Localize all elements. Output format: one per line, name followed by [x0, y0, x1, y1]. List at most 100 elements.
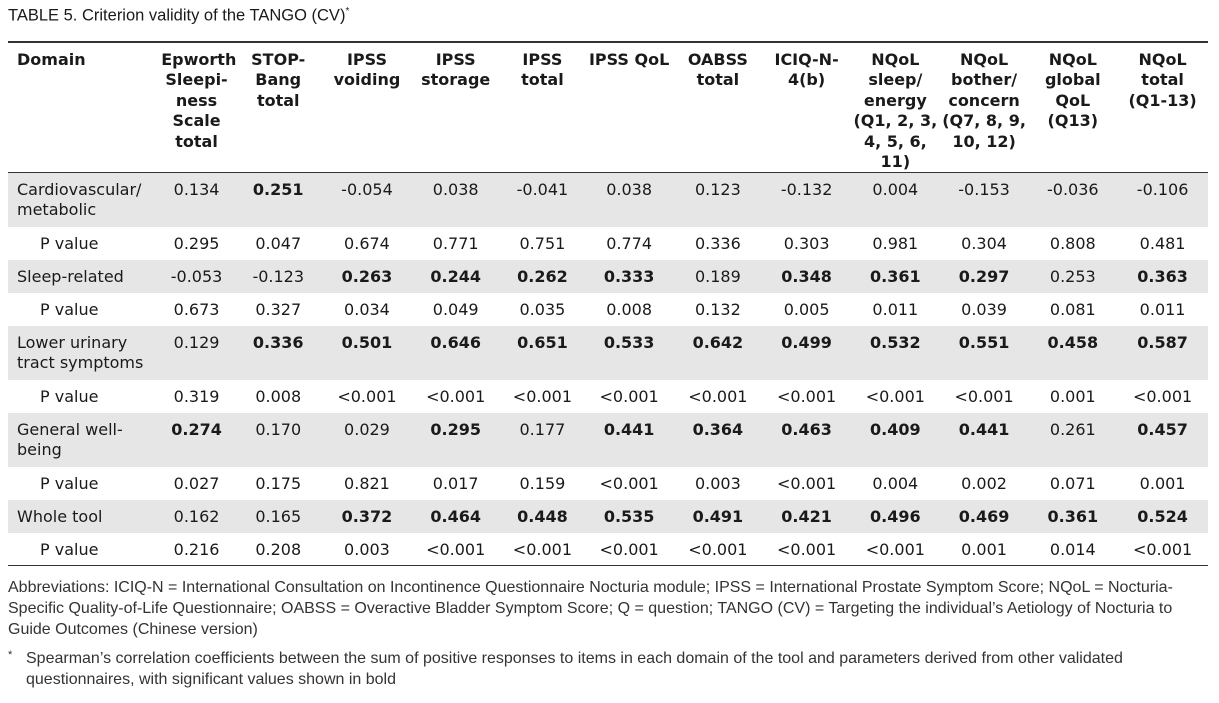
table-cell: 0.336: [694, 233, 741, 253]
table-cell: 0.808: [1049, 233, 1096, 253]
table-cell: <0.001: [512, 386, 573, 406]
column-header-line: NQoL: [1138, 50, 1187, 69]
table-cell: 0.469: [939, 499, 1029, 533]
column-header-line: IPSS: [346, 50, 387, 69]
table-cell: 0.587: [1117, 325, 1208, 380]
table-cell: 0.244: [411, 259, 501, 293]
table-cell: 0.981: [872, 233, 919, 253]
table-cell: 0.295: [173, 233, 220, 253]
table-cell: 0.303: [783, 233, 830, 253]
p-value-row: P value 0.673 0.327 0.034 0.049 0.035 0.008 0.1…: [8, 293, 1208, 326]
table-cell: 0.409: [850, 412, 940, 467]
table-cell: 0.001: [1139, 473, 1186, 493]
table-cell: -0.132: [762, 172, 851, 227]
column-header: NQoL total (Q1-13): [1117, 42, 1208, 173]
table-cell: 0.524: [1117, 499, 1208, 533]
table-cell: 0.008: [255, 386, 302, 406]
table-cell: 0.189: [673, 259, 763, 293]
table-cell: <0.001: [865, 386, 925, 406]
table-cell: 0.002: [961, 473, 1007, 493]
table-caption: TABLE 5. Criterion validity of the TANGO…: [8, 6, 349, 26]
table-cell: 0.038: [411, 172, 501, 227]
table-cell: 0.821: [344, 473, 390, 493]
column-header: STOP- Bang total: [234, 42, 323, 173]
column-header: OABSS total: [674, 42, 763, 173]
table-cell: <0.001: [954, 386, 1014, 406]
table-cell: 0.049: [432, 299, 479, 319]
table-cell: 0.372: [322, 499, 412, 533]
table-cell: <0.001: [688, 386, 748, 406]
row-label: Cardiovascular/metabolic: [8, 172, 160, 227]
table-cell: 0.003: [344, 539, 390, 559]
column-header-line: 11): [880, 152, 911, 172]
column-header-line: 10, 12): [952, 131, 1016, 151]
table-cell: <0.001: [776, 539, 837, 559]
footnote-text: Spearman’s correlation coefficients betw…: [26, 650, 1123, 688]
table-cell: 0.004: [850, 172, 940, 227]
column-header: IPSS QoL: [585, 42, 674, 173]
column-header-line: storage: [421, 70, 491, 90]
row-label: P value: [8, 293, 159, 326]
row-label-line: Sleep-related: [17, 266, 124, 286]
table-cell: 0.159: [519, 473, 566, 493]
row-label-line: P value: [40, 233, 99, 253]
row-label-line: Whole tool: [17, 506, 103, 526]
table-cell: 0.129: [159, 325, 234, 380]
footnote: * Spearman’s correlation coefficients be…: [8, 648, 1208, 690]
table-cell: 0.361: [850, 259, 940, 293]
row-label-line: P value: [40, 386, 99, 406]
table-cell: 0.165: [233, 499, 323, 533]
table-cell: 0.027: [173, 473, 220, 493]
table-header-row: Domain Epworth Sleepi-ness Scale total STOP- B…: [8, 42, 1208, 173]
table-cell: 0.123: [673, 172, 763, 227]
table-cell: 0.421: [762, 499, 851, 533]
table-cell: 0.263: [322, 259, 412, 293]
table-cell: 0.038: [584, 172, 674, 227]
column-header-line: ICIQ-N-: [774, 50, 839, 69]
table-cell: 0.253: [1028, 259, 1118, 293]
table-cell: <0.001: [599, 539, 659, 559]
table-cell: 0.177: [500, 412, 585, 467]
column-header-line: IPSS: [522, 50, 563, 69]
table-cell: 0.361: [1028, 499, 1118, 533]
row-label: P value: [8, 227, 159, 260]
row-label: General well-being: [8, 412, 160, 467]
column-header: IPSS total: [500, 42, 585, 173]
row-label-line: Lower urinary: [17, 332, 128, 352]
table-cell: 0.034: [344, 299, 390, 319]
table-cell: <0.001: [776, 386, 837, 406]
table-cell: 0.132: [694, 299, 741, 319]
column-header-line: concern: [948, 90, 1020, 110]
table-cell: 0.216: [173, 539, 220, 559]
table-cell: 0.251: [233, 172, 323, 227]
table-cell: 0.295: [411, 412, 501, 467]
column-header-line: ness: [175, 90, 218, 110]
table-cell: 0.463: [762, 412, 851, 467]
table-cell: <0.001: [865, 539, 925, 559]
column-header-line: total: [256, 90, 300, 110]
table-cell: -0.106: [1117, 172, 1208, 227]
row-label-line: being: [17, 439, 62, 459]
table-cell: <0.001: [776, 473, 837, 493]
column-header: Epworth Sleepi-ness Scale total: [159, 42, 236, 173]
p-value-row: P value 0.319 0.008 <0.001 <0.001 <0.001 <0.00…: [8, 380, 1208, 413]
column-header-line: global: [1044, 70, 1101, 90]
table-cell: 0.501: [322, 325, 412, 380]
column-header: NQoL sleep/energy (Q1, 2, 3, 4, 5, 6, 11): [851, 42, 940, 173]
table-cell: 0.008: [606, 299, 653, 319]
column-header: IPSS storage: [411, 42, 500, 173]
column-header-line: OABSS: [687, 50, 748, 69]
column-header-line: Domain: [17, 50, 86, 69]
column-header-line: QoL: [1055, 90, 1091, 110]
table-cell: 0.348: [762, 259, 851, 293]
table-cell: 0.029: [322, 412, 412, 467]
column-header-line: NQoL: [959, 50, 1009, 69]
table-cell: 0.327: [255, 299, 302, 319]
row-label: Sleep-related: [8, 259, 160, 293]
column-header: IPSS voiding: [323, 42, 412, 173]
column-header-line: (Q1-13): [1128, 90, 1197, 110]
table-cell: 0.035: [519, 299, 566, 319]
abbreviations-note: Abbreviations: ICIQ-N = International Co…: [8, 579, 1173, 638]
row-label: Whole tool: [8, 499, 160, 533]
table-cell: 0.175: [255, 473, 302, 493]
